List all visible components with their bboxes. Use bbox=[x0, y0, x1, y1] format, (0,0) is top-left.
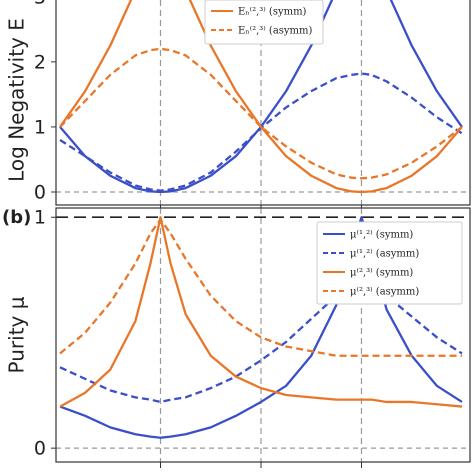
legend-label: μ⁽¹,²⁾ (symm) bbox=[350, 230, 413, 241]
y-tick-label: 1 bbox=[34, 116, 46, 138]
plot-frame bbox=[55, 0, 471, 206]
legend-label: μ⁽²,³⁾ (asymm) bbox=[350, 287, 419, 298]
legend-label: Eₙ⁽²,³⁾ (asymm) bbox=[238, 26, 313, 37]
legend-box bbox=[316, 221, 463, 305]
y-tick-label: 0 bbox=[34, 181, 46, 203]
y-axis-label: Purity μ bbox=[5, 296, 29, 373]
legend-box bbox=[204, 0, 324, 45]
legend-label: μ⁽¹,²⁾ (asymm) bbox=[350, 249, 419, 260]
data-line bbox=[59, 0, 463, 194]
y-axis-label: Log Negativity E bbox=[5, 18, 29, 182]
data-line bbox=[59, 218, 462, 357]
y-tick-label: 3 bbox=[34, 0, 46, 8]
y-tick-label: 2 bbox=[34, 51, 46, 73]
legend-label: Eₙ⁽²,³⁾ (symm) bbox=[238, 7, 307, 18]
plot-frame bbox=[55, 207, 471, 463]
data-line bbox=[59, 216, 463, 408]
legend-label: μ⁽²,³⁾ (symm) bbox=[350, 268, 413, 279]
y-tick-label: 0 bbox=[34, 438, 46, 460]
y-tick-label: 1 bbox=[34, 207, 46, 229]
panel-label: (b) bbox=[2, 207, 31, 228]
